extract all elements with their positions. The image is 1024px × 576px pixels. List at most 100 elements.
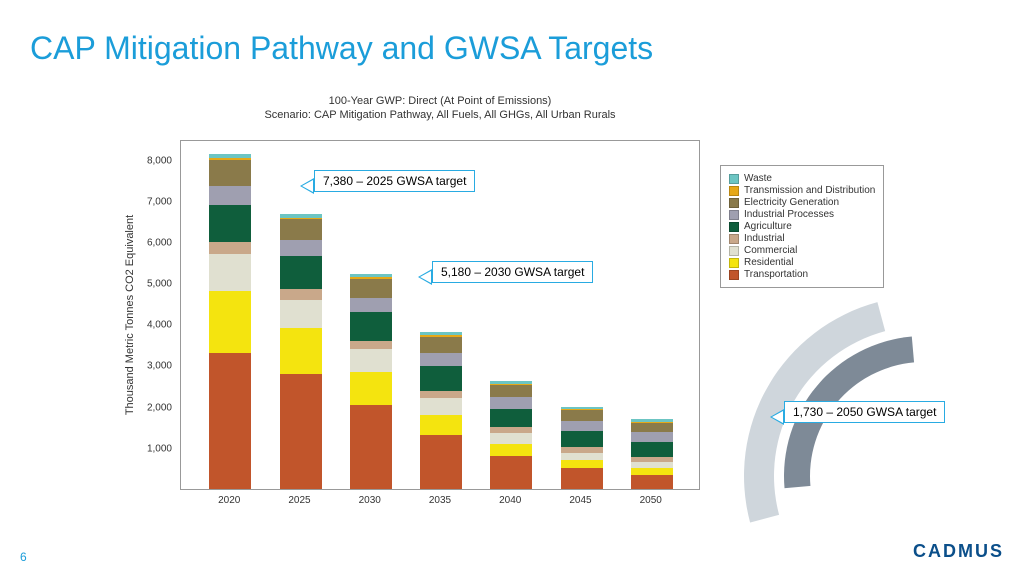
seg-transportation xyxy=(420,435,462,489)
bar-2020 xyxy=(209,154,251,489)
seg-industrial-processes xyxy=(631,432,673,441)
seg-commercial xyxy=(209,254,251,291)
seg-commercial xyxy=(561,453,603,460)
seg-industrial-processes xyxy=(209,186,251,205)
legend-item: Transmission and Distribution xyxy=(729,185,875,196)
x-tick-label: 2020 xyxy=(218,495,240,506)
seg-agriculture xyxy=(350,312,392,341)
legend-swatch xyxy=(729,246,739,256)
seg-transportation xyxy=(490,456,532,489)
callout-arrow-icon xyxy=(300,178,314,194)
seg-industrial xyxy=(350,341,392,349)
seg-residential xyxy=(280,328,322,373)
legend-label: Industrial xyxy=(744,233,785,244)
x-tick-label: 2025 xyxy=(288,495,310,506)
callout-label: 1,730 – 2050 GWSA target xyxy=(784,401,945,423)
seg-agriculture xyxy=(280,256,322,289)
seg-agriculture xyxy=(420,366,462,391)
legend-item: Waste xyxy=(729,173,875,184)
seg-electricity-generation xyxy=(631,423,673,432)
legend-swatch xyxy=(729,234,739,244)
legend-label: Electricity Generation xyxy=(744,197,839,208)
seg-commercial xyxy=(350,349,392,372)
legend-label: Agriculture xyxy=(744,221,792,232)
chart-title-block: 100-Year GWP: Direct (At Point of Emissi… xyxy=(180,95,700,121)
seg-transportation xyxy=(280,374,322,489)
bar-2030 xyxy=(350,274,392,489)
seg-agriculture xyxy=(209,205,251,242)
seg-transportation xyxy=(561,468,603,489)
bar-2045 xyxy=(561,407,603,489)
seg-industrial-processes xyxy=(280,240,322,256)
callout-arrow-icon xyxy=(418,269,432,285)
x-tick-label: 2040 xyxy=(499,495,521,506)
seg-electricity-generation xyxy=(420,337,462,353)
x-tick-label: 2045 xyxy=(569,495,591,506)
legend: WasteTransmission and DistributionElectr… xyxy=(720,165,884,288)
seg-commercial xyxy=(490,433,532,443)
legend-swatch xyxy=(729,186,739,196)
legend-label: Waste xyxy=(744,173,772,184)
legend-item: Industrial xyxy=(729,233,875,244)
seg-residential xyxy=(350,372,392,405)
legend-swatch xyxy=(729,222,739,232)
bar-2025 xyxy=(280,214,322,489)
seg-industrial xyxy=(420,391,462,398)
seg-agriculture xyxy=(490,409,532,428)
y-tick-label: 7,000 xyxy=(132,196,172,207)
y-tick-label: 8,000 xyxy=(132,155,172,166)
seg-industrial-processes xyxy=(490,397,532,409)
x-tick-label: 2050 xyxy=(640,495,662,506)
seg-transportation xyxy=(631,475,673,489)
seg-industrial xyxy=(280,289,322,299)
legend-swatch xyxy=(729,210,739,220)
legend-label: Commercial xyxy=(744,245,797,256)
y-tick-label: 6,000 xyxy=(132,237,172,248)
legend-swatch xyxy=(729,198,739,208)
legend-item: Residential xyxy=(729,257,875,268)
legend-label: Transportation xyxy=(744,269,808,280)
chart-title-1: 100-Year GWP: Direct (At Point of Emissi… xyxy=(180,95,700,107)
legend-item: Agriculture xyxy=(729,221,875,232)
seg-residential xyxy=(209,291,251,353)
seg-residential xyxy=(561,460,603,468)
legend-label: Residential xyxy=(744,257,793,268)
legend-swatch xyxy=(729,270,739,280)
legend-item: Industrial Processes xyxy=(729,209,875,220)
chart-plot-area xyxy=(180,140,700,490)
seg-industrial-processes xyxy=(561,421,603,431)
legend-swatch xyxy=(729,258,739,268)
seg-transportation xyxy=(209,353,251,489)
y-tick-label: 1,000 xyxy=(132,443,172,454)
y-tick-label: 5,000 xyxy=(132,279,172,290)
seg-residential xyxy=(420,415,462,436)
seg-electricity-generation xyxy=(561,410,603,420)
seg-commercial xyxy=(280,300,322,329)
legend-label: Transmission and Distribution xyxy=(744,185,875,196)
callout-label: 7,380 – 2025 GWSA target xyxy=(314,170,475,192)
seg-residential xyxy=(490,444,532,456)
y-tick-label: 3,000 xyxy=(132,361,172,372)
x-tick-label: 2030 xyxy=(359,495,381,506)
seg-agriculture xyxy=(631,442,673,458)
page-title: CAP Mitigation Pathway and GWSA Targets xyxy=(30,30,653,67)
seg-commercial xyxy=(420,398,462,414)
legend-item: Electricity Generation xyxy=(729,197,875,208)
legend-item: Commercial xyxy=(729,245,875,256)
bar-2035 xyxy=(420,332,462,489)
legend-item: Transportation xyxy=(729,269,875,280)
seg-electricity-generation xyxy=(280,219,322,240)
legend-swatch xyxy=(729,174,739,184)
y-tick-label: 4,000 xyxy=(132,320,172,331)
seg-electricity-generation xyxy=(209,160,251,187)
seg-industrial xyxy=(209,242,251,254)
seg-industrial-processes xyxy=(420,353,462,366)
seg-electricity-generation xyxy=(350,279,392,298)
callout-arrow-icon xyxy=(770,409,784,425)
seg-transportation xyxy=(350,405,392,489)
decorative-swoosh xyxy=(744,296,1024,576)
page-number: 6 xyxy=(20,550,27,564)
callout-label: 5,180 – 2030 GWSA target xyxy=(432,261,593,283)
bar-2040 xyxy=(490,381,532,489)
chart-title-2: Scenario: CAP Mitigation Pathway, All Fu… xyxy=(180,109,700,121)
